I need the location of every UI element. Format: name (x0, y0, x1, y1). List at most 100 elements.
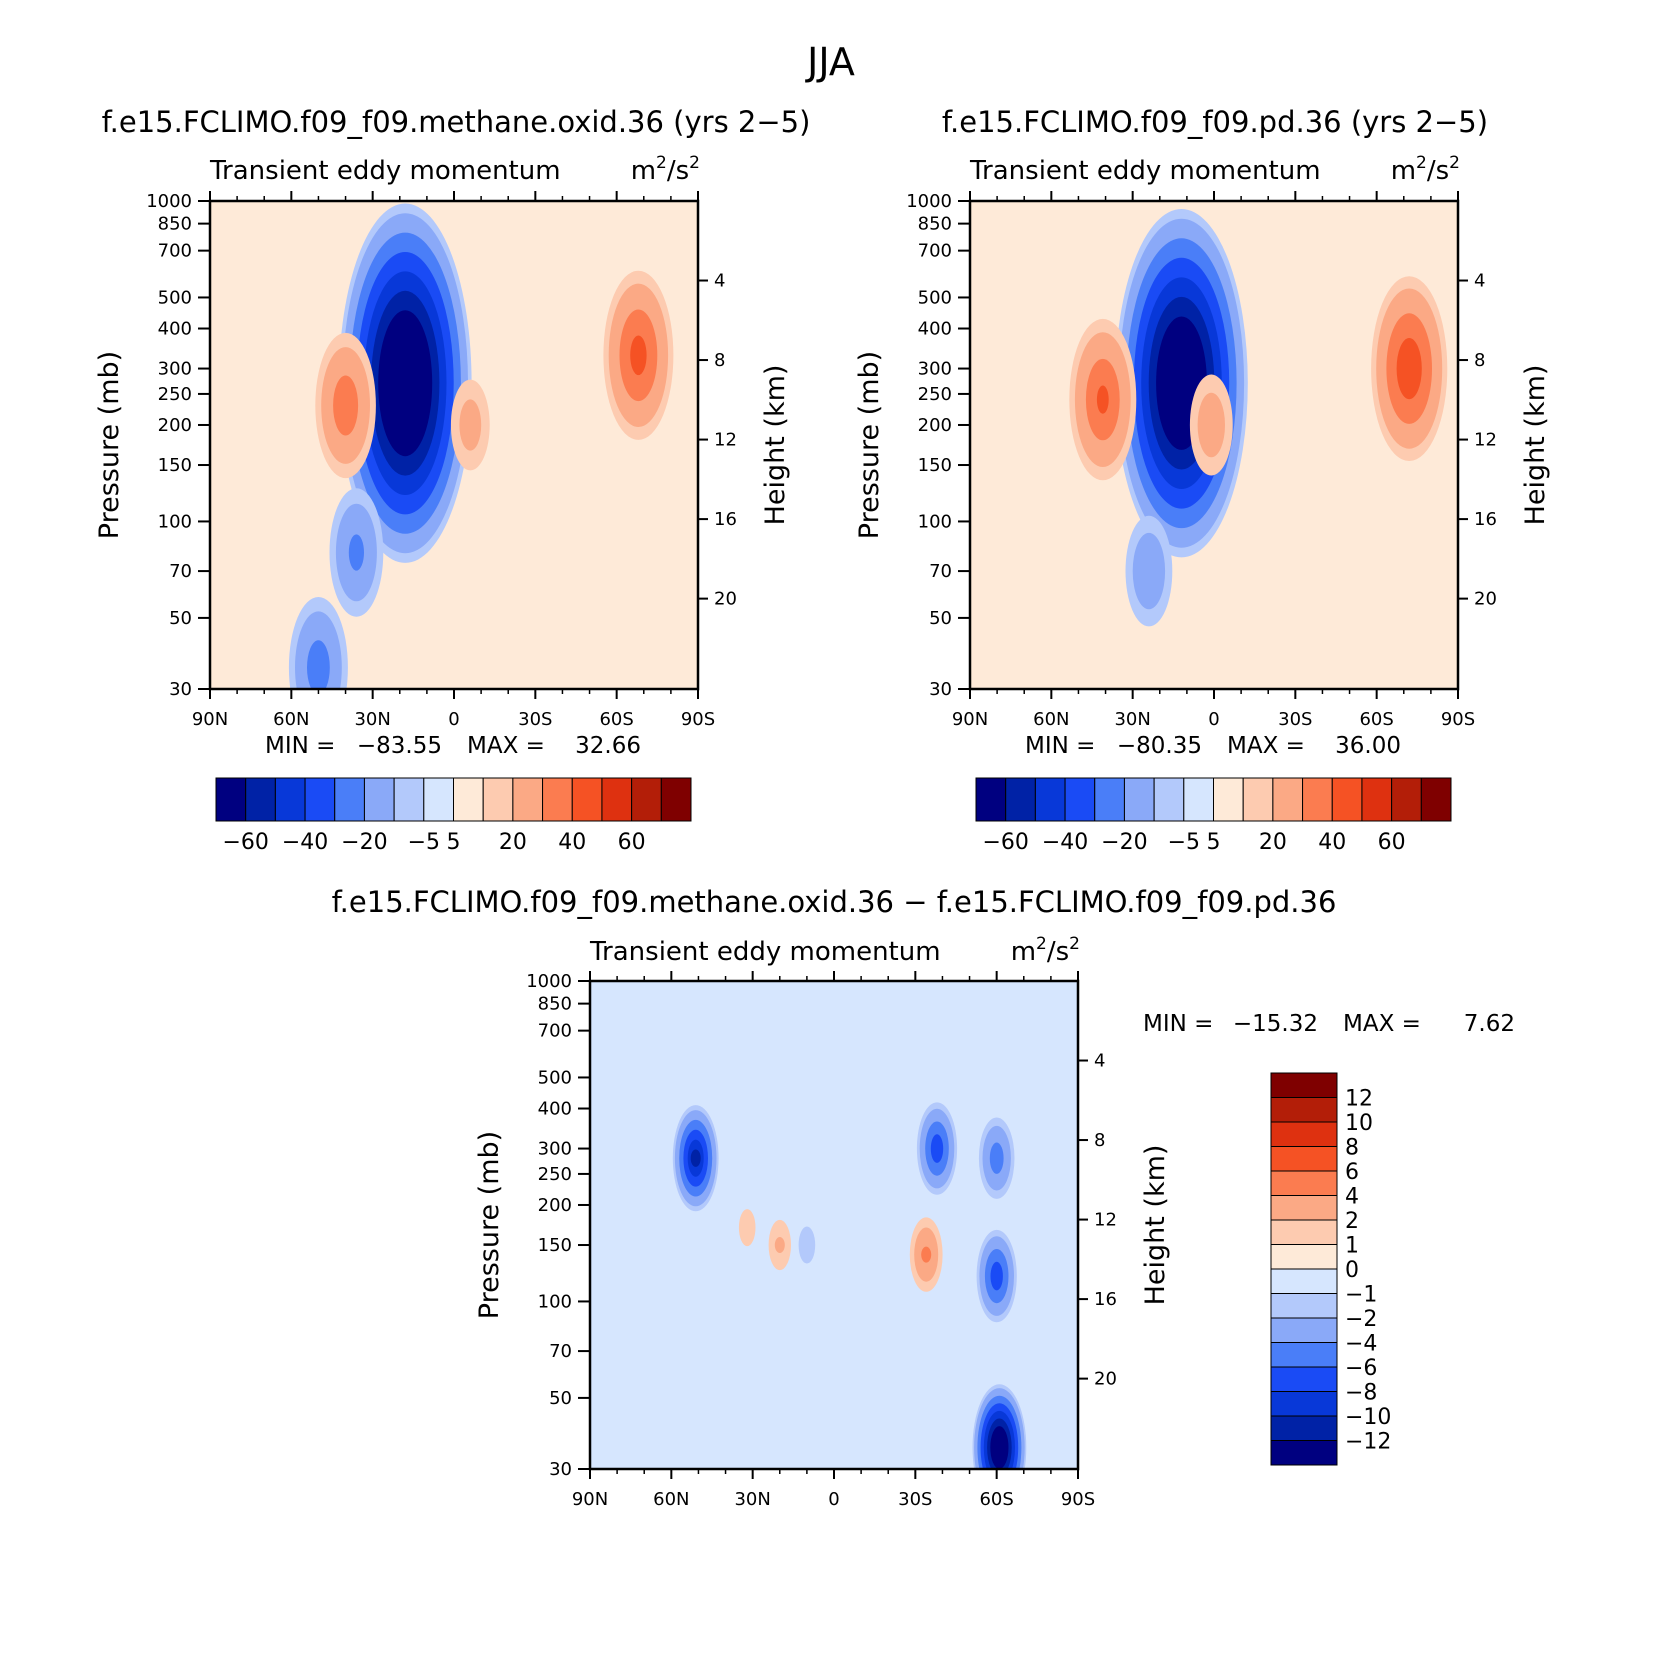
y-tick-label: 850 (538, 994, 572, 1015)
panel-2-plot: 90N 60N 30N 0 30S 60S 90S 30 50 70 100 150 200 250 300… (906, 191, 1497, 730)
panel-1-axes: 90N 60N 30N 0 30S 60S 90S 30 50 70 100 150 200 250 300… (146, 191, 737, 730)
colorbar-box (363, 777, 395, 822)
colorbar-label: −2 (1345, 1307, 1377, 1332)
y-tick-label: 250 (918, 384, 952, 405)
panel-1-ylabel-right: Height (km) (760, 365, 791, 526)
colorbar-box (423, 777, 454, 822)
panel-2-min-label: MIN = (1025, 733, 1095, 759)
x-tick-label: 30N (1114, 709, 1150, 730)
colorbar-label: 60 (618, 830, 646, 855)
panel-2-ylabel: Pressure (mb) (854, 351, 885, 539)
colorbar-box (1270, 1268, 1338, 1294)
colorbar-label: −5 (1168, 830, 1200, 855)
colorbar-box (453, 777, 484, 822)
y-tick-label: 500 (538, 1067, 572, 1088)
colorbar-box (393, 777, 425, 822)
panel-1-contour-2-2 (307, 640, 330, 689)
panel-2-contour-0-7 (1163, 336, 1200, 431)
panel-2-title: f.e15.FCLIMO.f09_f09.pd.36 (yrs 2−5) (942, 105, 1488, 139)
y-tick-label: 100 (538, 1291, 572, 1312)
panel-3-contour-2-5 (690, 1149, 701, 1167)
colorbar-box (1270, 1391, 1338, 1417)
y-tick-label: 200 (538, 1195, 572, 1216)
colorbar-box (245, 777, 276, 822)
x-tick-label: 30N (354, 709, 390, 730)
panel-2-max-value: 36.00 (1335, 733, 1401, 759)
colorbar-box (1005, 777, 1036, 822)
colorbar-box (1270, 1317, 1338, 1343)
x-tick-label: 30N (734, 1489, 770, 1510)
colorbar-box (1094, 777, 1125, 822)
panel-1-max-value: 32.66 (575, 733, 641, 759)
y-tick-label: 400 (918, 319, 952, 340)
colorbar-box (1270, 1415, 1338, 1441)
panel-1-ylabel: Pressure (mb) (94, 351, 125, 539)
colorbar-box (1331, 777, 1363, 822)
panel-1-max-label: MAX = (467, 733, 545, 759)
y-tick-label: 50 (169, 608, 192, 629)
x-tick-label: 0 (1208, 709, 1219, 730)
colorbar-label: −5 (408, 830, 440, 855)
colorbar-box (1183, 777, 1214, 822)
colorbar-box (660, 777, 692, 822)
panel-1-min-label: MIN = (265, 733, 335, 759)
colorbar-box (1064, 777, 1096, 822)
colorbar-label: 4 (1345, 1185, 1359, 1210)
x-tick-label: 30S (1278, 709, 1312, 730)
colorbar-label: −40 (282, 830, 328, 855)
colorbar-box (1270, 1146, 1338, 1172)
colorbar-box (512, 777, 544, 822)
y-tick-label: 700 (538, 1021, 572, 1042)
y-tick-label: 700 (918, 241, 952, 262)
colorbar-box (1272, 777, 1304, 822)
y-tick-label: 70 (929, 561, 952, 582)
y-tick-label: 1000 (906, 191, 952, 212)
panel-2-contours (1069, 209, 1448, 627)
colorbar-box (1270, 1342, 1338, 1368)
colorbar-box (1270, 1072, 1338, 1098)
colorbar-box (1270, 1219, 1338, 1245)
y-tick-label: 400 (158, 319, 192, 340)
colorbar-label: 40 (1318, 830, 1346, 855)
y-tick-label: 150 (158, 455, 192, 476)
colorbar-label: −8 (1345, 1381, 1377, 1406)
panel-1-contour-4-2 (333, 375, 359, 436)
panel-3-units: m2/s2 (1011, 934, 1080, 967)
colorbar-label: −60 (222, 830, 268, 855)
panel-1-contour-3-3 (630, 335, 647, 376)
colorbar-label: 5 (1207, 830, 1221, 855)
colorbar-box (1213, 777, 1244, 822)
colorbar-label: 2 (1345, 1209, 1359, 1234)
y-tick-label: 1000 (526, 971, 572, 992)
colorbar-label: 20 (499, 830, 527, 855)
y-right-tick-label: 12 (1094, 1210, 1117, 1231)
panel-2-contour-4-1 (1197, 392, 1225, 458)
x-tick-label: 60S (979, 1489, 1013, 1510)
y-tick-label: 1000 (146, 191, 192, 212)
x-tick-label: 30S (898, 1489, 932, 1510)
y-tick-label: 50 (549, 1388, 572, 1409)
colorbar-box (542, 777, 573, 822)
panel-1-contours (288, 203, 674, 689)
colorbar-box (304, 777, 336, 822)
colorbar-box (1270, 1097, 1338, 1123)
colorbar-label: −12 (1345, 1430, 1391, 1455)
y-right-tick-label: 12 (1474, 430, 1497, 451)
panel-3-plot: 90N 60N 30N 0 30S 60S 90S 30 50 70 100 150 200 250 300… (526, 971, 1117, 1510)
y-right-tick-label: 8 (1094, 1130, 1105, 1151)
colorbar-label: −1 (1345, 1283, 1377, 1308)
y-tick-label: 200 (158, 415, 192, 436)
y-tick-label: 50 (929, 608, 952, 629)
colorbar-box (1270, 1293, 1338, 1319)
panel-1-contour-0-7 (385, 329, 425, 437)
y-tick-label: 30 (169, 679, 192, 700)
panel-2-ylabel-right: Height (km) (1520, 365, 1551, 526)
panel-1-subtitle: Transient eddy momentum (209, 156, 561, 186)
colorbar-box (274, 777, 306, 822)
colorbar-box (1302, 777, 1333, 822)
panel-3-contour-1-3 (990, 1261, 1003, 1291)
panel-2-contour-1-1 (1132, 532, 1166, 610)
colorbar-box (482, 777, 514, 822)
y-tick-label: 400 (538, 1099, 572, 1120)
panel-1-colorbar: −60 −40 −20 −5 5 20 40 60 (215, 777, 692, 855)
